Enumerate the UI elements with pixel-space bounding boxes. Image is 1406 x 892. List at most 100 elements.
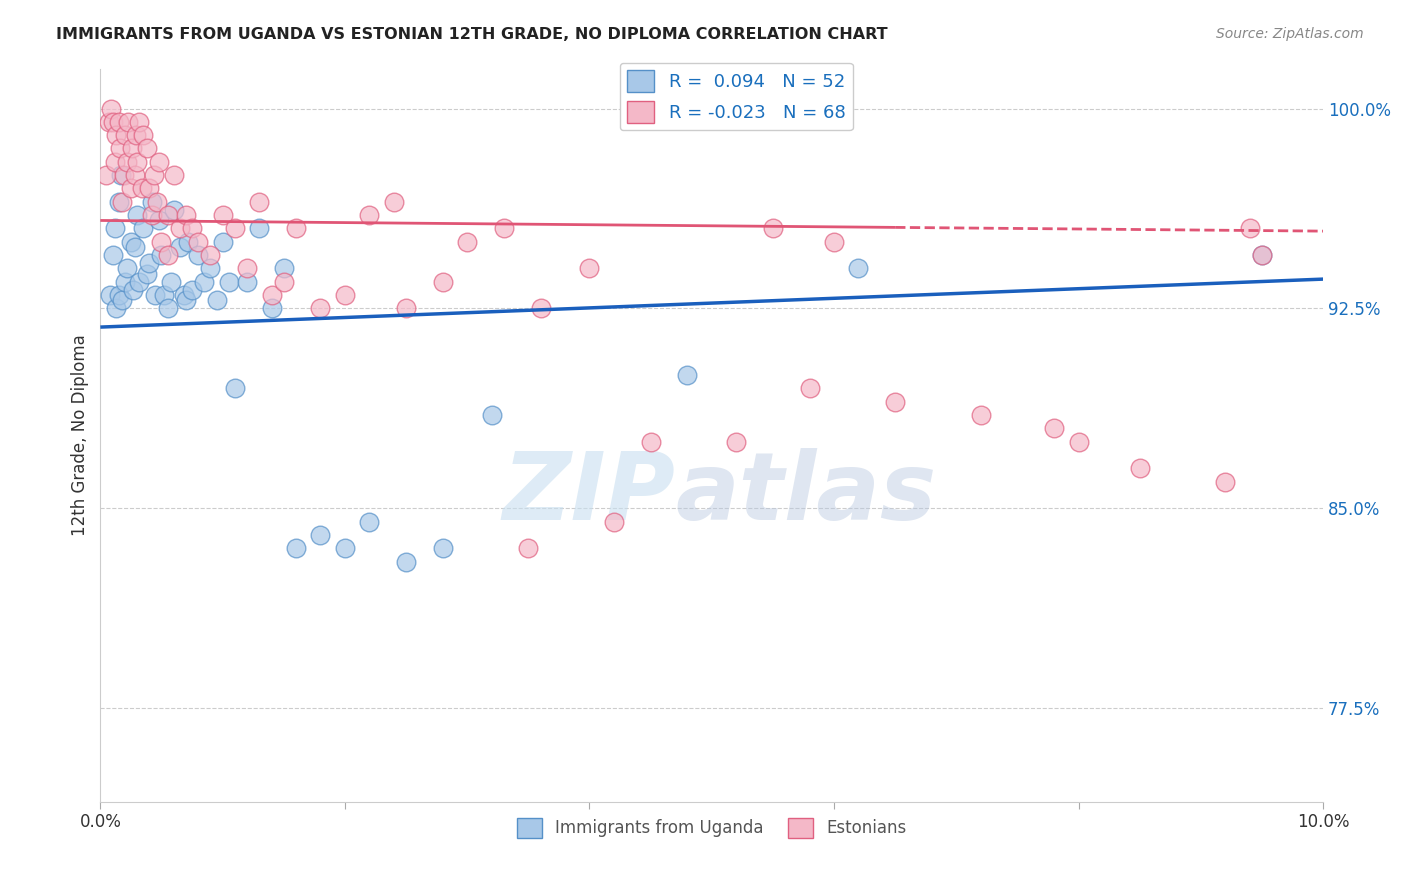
Point <box>135 141 157 155</box>
Point <box>285 221 308 235</box>
Point <box>187 235 209 249</box>
Point <box>124 168 146 182</box>
Point <box>120 181 142 195</box>
Point <box>1129 461 1152 475</box>
Point <box>153 288 176 302</box>
Point <box>273 275 295 289</box>
Point <box>395 555 418 569</box>
Point <box>163 202 186 217</box>
Point <box>98 288 121 302</box>
Point <box>173 288 195 302</box>
Point <box>145 194 167 209</box>
Point <box>1251 248 1274 262</box>
Point <box>117 154 139 169</box>
Point <box>117 115 139 129</box>
Text: atlas: atlas <box>675 448 936 540</box>
Point <box>224 221 246 235</box>
Point <box>104 154 127 169</box>
Point <box>218 275 240 289</box>
Point <box>143 168 166 182</box>
Point <box>432 541 454 556</box>
Point <box>111 194 134 209</box>
Point <box>640 434 662 449</box>
Point <box>141 208 163 222</box>
Point <box>132 128 155 143</box>
Point <box>150 248 173 262</box>
Point <box>333 288 356 302</box>
Point <box>105 301 128 316</box>
Point <box>135 267 157 281</box>
Point <box>177 235 200 249</box>
Point <box>193 275 215 289</box>
Point <box>156 248 179 262</box>
Point <box>359 208 381 222</box>
Point <box>481 408 503 422</box>
Point <box>529 301 551 316</box>
Point <box>603 515 626 529</box>
Point <box>1251 248 1274 262</box>
Point <box>120 235 142 249</box>
Point <box>1067 434 1090 449</box>
Point <box>1213 475 1236 489</box>
Point <box>200 248 222 262</box>
Point <box>100 102 122 116</box>
Point <box>160 275 183 289</box>
Point <box>211 235 233 249</box>
Point <box>96 168 118 182</box>
Point <box>174 293 197 308</box>
Text: ZIP: ZIP <box>502 448 675 540</box>
Point <box>970 408 993 422</box>
Point <box>236 261 259 276</box>
Point <box>799 381 821 395</box>
Point <box>260 288 283 302</box>
Point <box>359 515 381 529</box>
Point <box>181 221 204 235</box>
Point <box>128 275 150 289</box>
Point <box>169 240 191 254</box>
Point <box>382 194 405 209</box>
Point <box>138 256 160 270</box>
Point <box>125 154 148 169</box>
Point <box>124 240 146 254</box>
Point <box>145 288 167 302</box>
Point <box>150 235 173 249</box>
Point <box>125 128 148 143</box>
Point <box>187 248 209 262</box>
Point <box>309 301 332 316</box>
Point <box>884 394 907 409</box>
Point <box>247 221 270 235</box>
Point <box>107 194 129 209</box>
Text: Source: ZipAtlas.com: Source: ZipAtlas.com <box>1216 27 1364 41</box>
Point <box>148 213 170 227</box>
Point <box>247 194 270 209</box>
Point <box>1043 421 1066 435</box>
Point <box>131 181 153 195</box>
Point <box>181 283 204 297</box>
Point <box>114 275 136 289</box>
Point <box>205 293 228 308</box>
Point <box>107 115 129 129</box>
Point <box>517 541 540 556</box>
Point <box>163 168 186 182</box>
Point <box>211 208 233 222</box>
Point <box>456 235 478 249</box>
Point <box>260 301 283 316</box>
Point <box>141 194 163 209</box>
Point <box>823 235 845 249</box>
Point <box>156 301 179 316</box>
Point <box>101 115 124 129</box>
Point <box>111 293 134 308</box>
Point <box>285 541 308 556</box>
Point <box>97 115 120 129</box>
Point <box>108 141 131 155</box>
Y-axis label: 12th Grade, No Diploma: 12th Grade, No Diploma <box>72 334 89 536</box>
Point <box>110 168 132 182</box>
Point <box>122 283 145 297</box>
Point <box>121 141 143 155</box>
Point <box>148 154 170 169</box>
Point <box>273 261 295 276</box>
Point <box>578 261 600 276</box>
Point <box>236 275 259 289</box>
Point <box>128 115 150 129</box>
Point <box>762 221 785 235</box>
